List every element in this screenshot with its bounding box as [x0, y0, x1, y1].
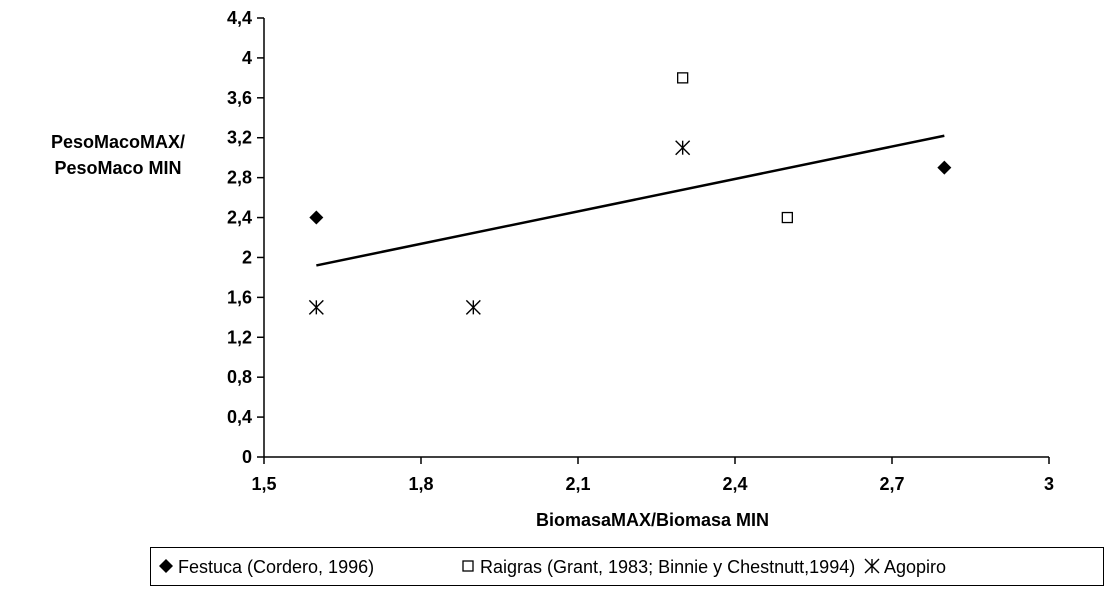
- y-tick-label: 3,2: [227, 128, 252, 148]
- x-axis-title: BiomasaMAX/Biomasa MIN: [536, 510, 769, 530]
- legend-entry-label: Agopiro: [884, 557, 946, 577]
- legend-marker-diamond: [159, 559, 173, 573]
- y-axis-title-line: PesoMacoMAX/: [51, 132, 185, 152]
- y-axis-title: PesoMacoMAX/PesoMaco MIN: [51, 132, 185, 178]
- y-tick-label: 2,8: [227, 168, 252, 188]
- x-tick-label: 2,1: [565, 474, 590, 494]
- data-point-square: [781, 211, 793, 224]
- legend-entry-label: Festuca (Cordero, 1996): [178, 557, 374, 577]
- y-tick-label: 2: [242, 247, 252, 267]
- legend-marker-square: [462, 560, 474, 572]
- data-point-asterisk: [465, 299, 481, 315]
- y-tick-label: 0,8: [227, 367, 252, 387]
- data-point-asterisk: [675, 140, 691, 156]
- y-tick-label: 1,2: [227, 327, 252, 347]
- legend-box: [150, 547, 1104, 586]
- y-tick-label: 1,6: [227, 287, 252, 307]
- x-tick-label: 1,8: [408, 474, 433, 494]
- legend-entry-label: Raigras (Grant, 1983; Binnie y Chestnutt…: [480, 557, 855, 577]
- x-tick-label: 1,5: [251, 474, 276, 494]
- data-points: [308, 72, 952, 315]
- legend: Festuca (Cordero, 1996) Raigras (Grant, 1…: [150, 547, 1104, 586]
- x-axis-ticks: 1,5 1,8 2,1 2,4 2,7 3: [251, 457, 1054, 494]
- y-tick-label: 4: [242, 48, 252, 68]
- data-point-square: [677, 72, 689, 84]
- y-tick-label: 0: [242, 447, 252, 467]
- y-axis-ticks: 0 0,4 0,8 1,2 1,6 2 2,4 2,8 3,2 3,6 4 4,4: [227, 8, 264, 467]
- x-tick-label: 3: [1044, 474, 1054, 494]
- y-axis-title-line: PesoMaco MIN: [54, 158, 181, 178]
- data-point-diamond: [937, 160, 952, 175]
- data-point-asterisk: [308, 299, 324, 315]
- legend-marker-asterisk: [864, 558, 880, 574]
- y-tick-label: 0,4: [227, 407, 252, 427]
- x-tick-label: 2,7: [879, 474, 904, 494]
- axes: [263, 18, 1049, 458]
- y-tick-label: 2,4: [227, 208, 252, 228]
- y-tick-label: 3,6: [227, 88, 252, 108]
- y-tick-label: 4,4: [227, 8, 252, 28]
- trendline: [316, 134, 945, 267]
- data-point-diamond: [309, 210, 324, 225]
- trendline-line: [316, 134, 945, 267]
- x-tick-label: 2,4: [722, 474, 747, 494]
